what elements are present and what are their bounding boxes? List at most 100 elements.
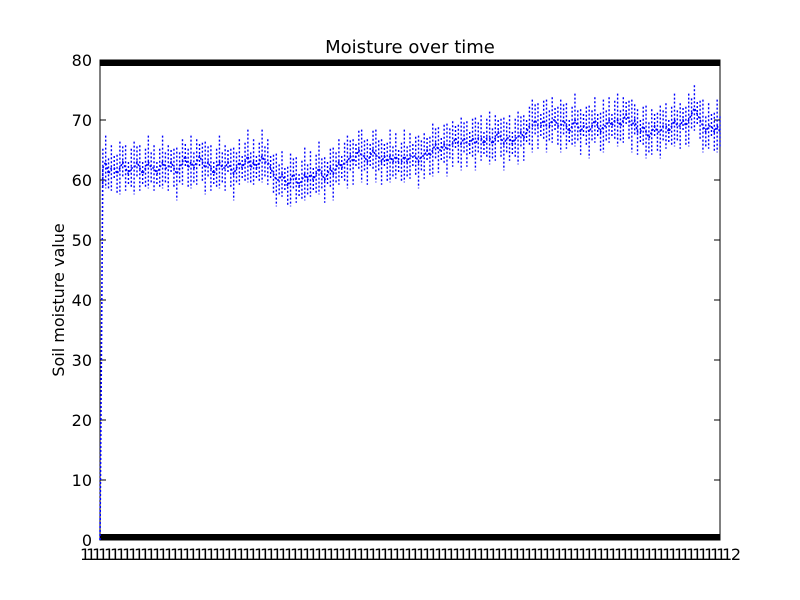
- x-tick-label: 1: [644, 545, 654, 564]
- x-tick-label: 1: [434, 545, 444, 564]
- x-tick-label: 1: [194, 545, 204, 564]
- x-tick-label: 1: [482, 545, 492, 564]
- x-tick-label: 1: [614, 545, 624, 564]
- x-tick-label: 1: [446, 545, 456, 564]
- x-tick-label: 1: [212, 545, 222, 564]
- x-tick-label: 1: [506, 545, 516, 564]
- x-tick-label: 1: [308, 545, 318, 564]
- x-tick-label: 1: [488, 545, 498, 564]
- x-tick-label: 1: [518, 545, 528, 564]
- y-tick-label: 40: [72, 291, 92, 310]
- x-tick-label: 1: [86, 545, 96, 564]
- chart-title: Moisture over time: [325, 37, 495, 58]
- x-tick-label: 1: [590, 545, 600, 564]
- y-tick-label: 10: [72, 471, 92, 490]
- x-tick-label: 1: [248, 545, 258, 564]
- x-tick-label: 1: [230, 545, 240, 564]
- x-tick-label: 1: [452, 545, 462, 564]
- x-tick-label: 1: [164, 545, 174, 564]
- x-tick-label: 1: [662, 545, 672, 564]
- y-tick-label: 50: [72, 231, 92, 250]
- y-axis-label: Soil moisture value: [49, 223, 68, 376]
- x-tick-label: 1: [578, 545, 588, 564]
- x-tick-label: 1: [440, 545, 450, 564]
- x-tick-label: 1: [512, 545, 522, 564]
- x-tick-label: 1: [500, 545, 510, 564]
- x-tick-label: 1: [626, 545, 636, 564]
- x-tick-label: 1: [206, 545, 216, 564]
- x-tick-label: 1: [566, 545, 576, 564]
- x-tick-label: 1: [536, 545, 546, 564]
- x-tick-label: 1: [362, 545, 372, 564]
- x-tick-label: 1: [320, 545, 330, 564]
- x-tick-label: 1: [458, 545, 468, 564]
- x-tick-label: 1: [560, 545, 570, 564]
- y-tick-label: 80: [72, 51, 92, 70]
- x-tick-label: 1: [548, 545, 558, 564]
- x-tick-label: 1: [620, 545, 630, 564]
- x-tick-label: 1: [554, 545, 564, 564]
- y-tick-label: 0: [82, 531, 92, 550]
- x-tick-label: 1: [596, 545, 606, 564]
- x-tick-label: 1: [608, 545, 618, 564]
- x-tick-label: 1: [116, 545, 126, 564]
- x-tick-label: 1: [656, 545, 666, 564]
- x-ticks-bottom-band: [100, 534, 720, 540]
- x-tick-label: 1: [716, 545, 726, 564]
- x-tick-labels: 1111111111111111111111111111111111111111…: [80, 545, 732, 564]
- x-tick-label: 1: [236, 545, 246, 564]
- x-tick-label: 1: [422, 545, 432, 564]
- x-tick-label: 1: [176, 545, 186, 564]
- x-tick-label: 1: [92, 545, 102, 564]
- x-tick-label: 1: [374, 545, 384, 564]
- x-tick-label: 1: [242, 545, 252, 564]
- x-tick-label: 1: [284, 545, 294, 564]
- x-tick-label: 1: [146, 545, 156, 564]
- x-tick-label: 1: [218, 545, 228, 564]
- x-tick-label: 1: [680, 545, 690, 564]
- x-tick-label: 1: [416, 545, 426, 564]
- x-tick-label: 1: [260, 545, 270, 564]
- x-tick-label: 1: [122, 545, 132, 564]
- x-tick-label: 1: [200, 545, 210, 564]
- x-tick-label: 1: [638, 545, 648, 564]
- y-tick-label: 30: [72, 351, 92, 370]
- x-tick-label: 1: [332, 545, 342, 564]
- series-layer: [99, 85, 721, 541]
- x-tick-label: 1: [386, 545, 396, 564]
- x-tick-label: 1: [698, 545, 708, 564]
- x-tick-label: 1: [398, 545, 408, 564]
- x-tick-label: 1: [674, 545, 684, 564]
- x-tick-label: 1: [704, 545, 714, 564]
- x-tick-label: 1: [278, 545, 288, 564]
- x-tick-label: 1: [410, 545, 420, 564]
- x-tick-label: 1: [110, 545, 120, 564]
- series-line: [99, 106, 721, 541]
- x-tick-label: 1: [272, 545, 282, 564]
- x-tick-label: 1: [290, 545, 300, 564]
- y-tick-label: 20: [72, 411, 92, 430]
- x-tick-label: 1: [158, 545, 168, 564]
- x-tick-label: 1: [524, 545, 534, 564]
- y-tick-label: 70: [72, 111, 92, 130]
- y-tick-label: 60: [72, 171, 92, 190]
- x-tick-label: 1: [182, 545, 192, 564]
- x-tick-label: 1: [152, 545, 162, 564]
- x-tick-label: 1: [632, 545, 642, 564]
- x-tick-label: 1: [392, 545, 402, 564]
- x-tick-label: 1: [170, 545, 180, 564]
- x-tick-label: 1: [140, 545, 150, 564]
- x-tick-label: 1: [404, 545, 414, 564]
- x-tick-label: 1: [254, 545, 264, 564]
- x-tick-label: 1: [344, 545, 354, 564]
- x-tick-label: 1: [98, 545, 108, 564]
- x-tick-label: 1: [470, 545, 480, 564]
- x-tick-label: 1: [668, 545, 678, 564]
- x-tick-label: 1: [128, 545, 138, 564]
- x-tick-label: 1: [692, 545, 702, 564]
- x-tick-label: 1: [302, 545, 312, 564]
- x-tick-label: 1: [494, 545, 504, 564]
- x-tick-label: 1: [686, 545, 696, 564]
- x-tick-label: 1: [134, 545, 144, 564]
